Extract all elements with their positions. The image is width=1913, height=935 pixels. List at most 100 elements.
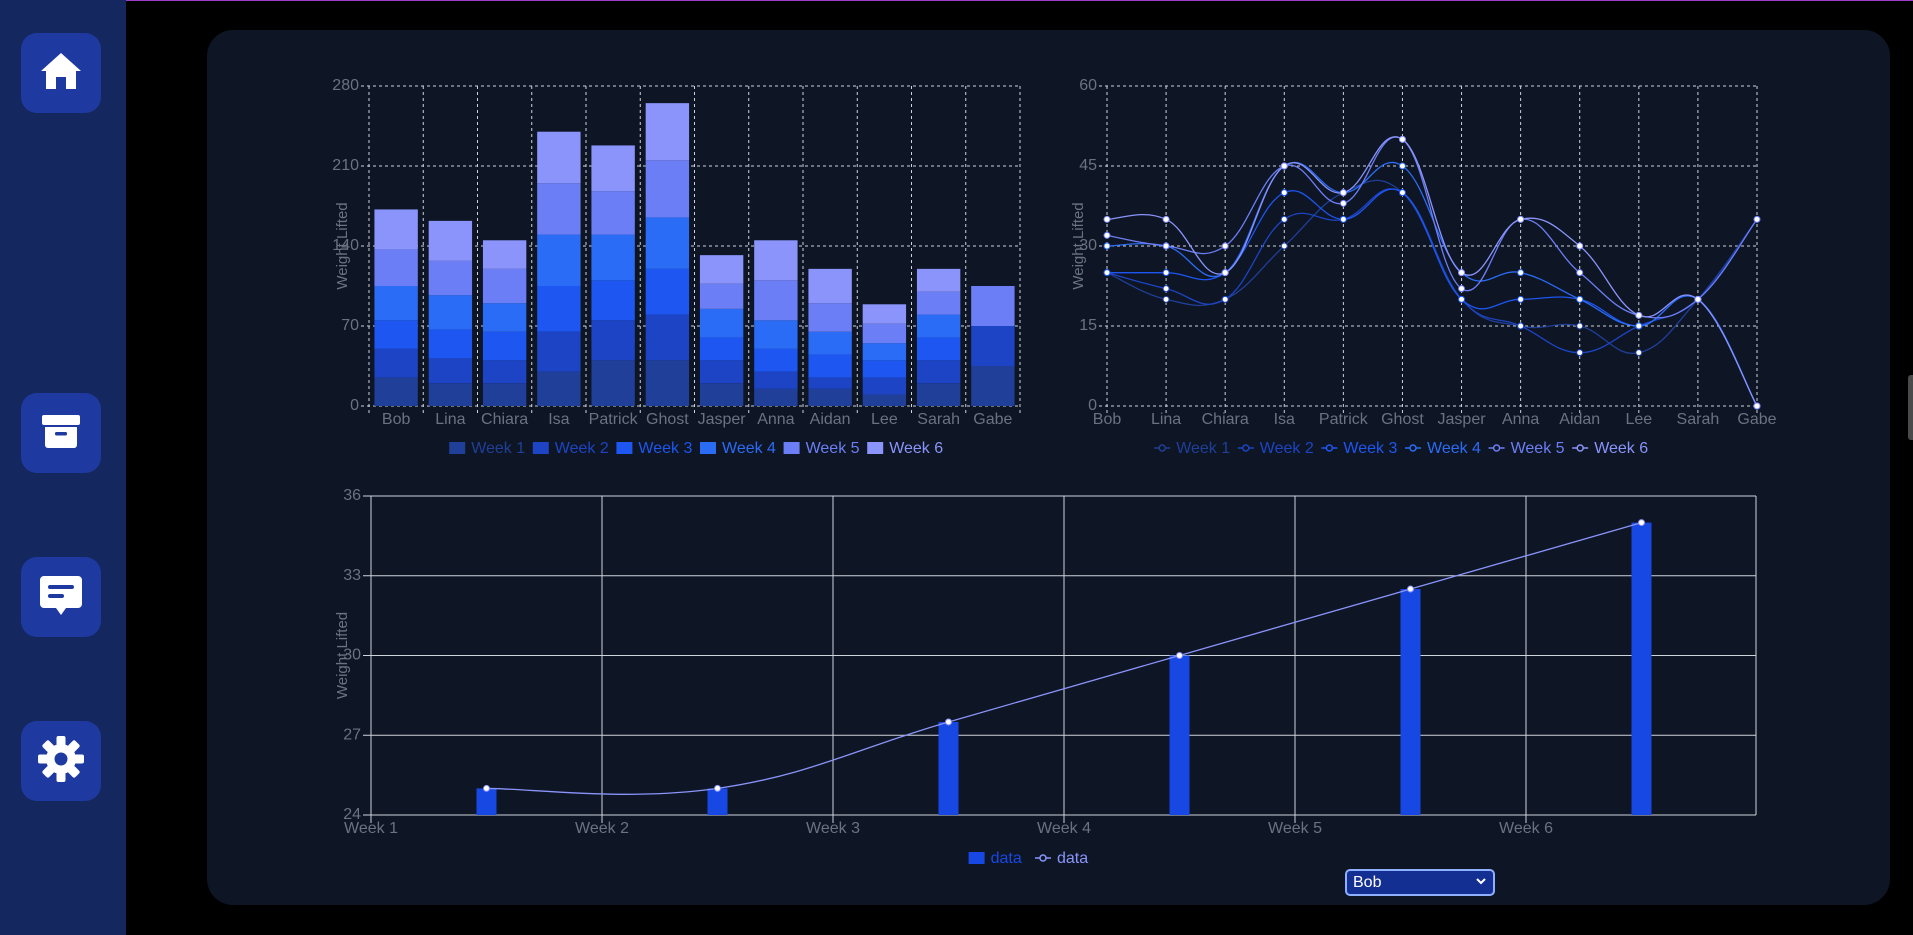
- athlete-select[interactable]: Bob: [1345, 869, 1495, 896]
- legend-label: Week 2: [1260, 440, 1314, 457]
- y-tick-label: 210: [332, 157, 359, 174]
- legend-label: Week 3: [1343, 440, 1397, 457]
- stacked-bar-segment: [374, 286, 418, 321]
- weekly-bar: [938, 721, 959, 815]
- x-tick-label: Week 4: [1037, 820, 1091, 837]
- stacked-bar-segment: [862, 343, 907, 361]
- x-tick-label: Lee: [871, 411, 898, 428]
- stacked-bar-segment: [645, 314, 690, 361]
- legend-swatch-point: [1242, 444, 1250, 452]
- x-tick-label: Anna: [1502, 411, 1539, 428]
- legend-label: Week 2: [555, 440, 609, 457]
- nav-archive-button[interactable]: [21, 393, 101, 473]
- series-point: [1162, 242, 1170, 250]
- stacked-bar-segment: [862, 377, 907, 395]
- stacked-bar-segment: [916, 383, 961, 406]
- series-point: [1280, 189, 1288, 197]
- x-tick-label: Lina: [1151, 411, 1181, 428]
- x-tick-label: Week 6: [1499, 820, 1553, 837]
- stacked-bar-segment: [862, 304, 907, 324]
- y-tick-label: 60: [1079, 77, 1097, 94]
- home-icon: [37, 47, 85, 100]
- stacked-bar-segment: [754, 240, 798, 281]
- stacked-bar-segment: [645, 103, 690, 161]
- weekly-bar: [707, 788, 728, 815]
- stacked-bar-segment: [916, 314, 961, 338]
- stacked-bar-segment: [645, 160, 690, 218]
- nav-settings-button[interactable]: [21, 721, 101, 801]
- stacked-bar-segment: [971, 326, 1015, 366]
- trend-point: [1638, 519, 1645, 527]
- athlete-select-value: Bob: [1353, 873, 1382, 891]
- gear-icon: [35, 733, 87, 790]
- series-point: [1694, 295, 1702, 303]
- series-point: [1576, 269, 1584, 277]
- series-point: [1576, 322, 1584, 330]
- sidebar: [0, 0, 126, 935]
- y-axis-label: Weight Lifted: [334, 612, 351, 699]
- series-point: [1221, 295, 1229, 303]
- series-point: [1517, 322, 1525, 330]
- stacked-bar-segment: [374, 377, 418, 406]
- legend-swatch: [783, 442, 800, 454]
- y-tick-label: 70: [341, 317, 359, 334]
- series-line: [1106, 161, 1758, 407]
- stacked-bar-segment: [699, 383, 744, 406]
- stacked-bar-segment: [971, 286, 1015, 326]
- legend-swatch-point: [1039, 854, 1047, 862]
- series-point: [1162, 215, 1170, 223]
- series-line: [1106, 136, 1758, 407]
- dashboard-panel: [207, 30, 1890, 905]
- y-tick-label: 45: [1079, 157, 1097, 174]
- scroll-edge-handle: [1908, 375, 1913, 440]
- series-point: [1103, 242, 1111, 250]
- legend-label: Week 3: [638, 440, 692, 457]
- series-point: [1635, 349, 1643, 357]
- series-point: [1339, 215, 1347, 223]
- series-line: [1106, 188, 1758, 407]
- message-icon: [36, 570, 86, 625]
- stacked-bar-segment: [482, 383, 527, 406]
- stacked-bar-segment: [537, 286, 581, 332]
- x-tick-label: Patrick: [589, 411, 639, 428]
- nav-home-button[interactable]: [21, 33, 101, 113]
- stacked-bar-segment: [862, 394, 907, 406]
- legend-label: Week 6: [1594, 440, 1648, 457]
- series-point: [1458, 285, 1466, 293]
- legend-label: Week 6: [889, 440, 943, 457]
- stacked-bar-segment: [645, 360, 690, 406]
- x-tick-label: Week 5: [1268, 820, 1322, 837]
- x-tick-label: Aidan: [1559, 411, 1600, 428]
- stacked-bar-segment: [808, 331, 852, 355]
- legend-swatch: [700, 442, 716, 454]
- stacked-bar-segment: [971, 366, 1015, 406]
- stacked-bar-segment: [537, 234, 581, 286]
- chevron-down-icon: [1475, 874, 1487, 892]
- stacked-bar-segment: [482, 268, 527, 304]
- x-tick-label: Chiara: [481, 411, 528, 428]
- series-point: [1162, 285, 1170, 293]
- stacked-bar-segment: [754, 388, 798, 406]
- stacked-bar-segment: [754, 371, 798, 389]
- stacked-bar-segment: [645, 217, 690, 269]
- archive-icon: [37, 407, 85, 460]
- legend-label: data: [991, 850, 1022, 867]
- trend-point: [483, 784, 490, 792]
- y-axis-label: Weight Lifted: [334, 202, 351, 289]
- legend-swatch: [449, 442, 466, 454]
- stacked-bar-segment: [482, 331, 527, 361]
- stacked-bar-segment: [591, 191, 635, 235]
- nav-messages-button[interactable]: [21, 557, 101, 637]
- x-tick-label: Week 2: [575, 820, 629, 837]
- legend-label: Week 4: [1427, 440, 1481, 457]
- x-tick-label: Sarah: [917, 411, 960, 428]
- stacked-bar-segment: [808, 354, 852, 378]
- y-tick-label: 24: [343, 806, 361, 823]
- stacked-bar-segment: [699, 255, 744, 284]
- series-point: [1162, 269, 1170, 277]
- stacked-bar-segment: [374, 249, 418, 286]
- window-top-border: [0, 0, 1913, 1]
- series-point: [1635, 322, 1643, 330]
- legend-swatch-point: [1576, 444, 1584, 452]
